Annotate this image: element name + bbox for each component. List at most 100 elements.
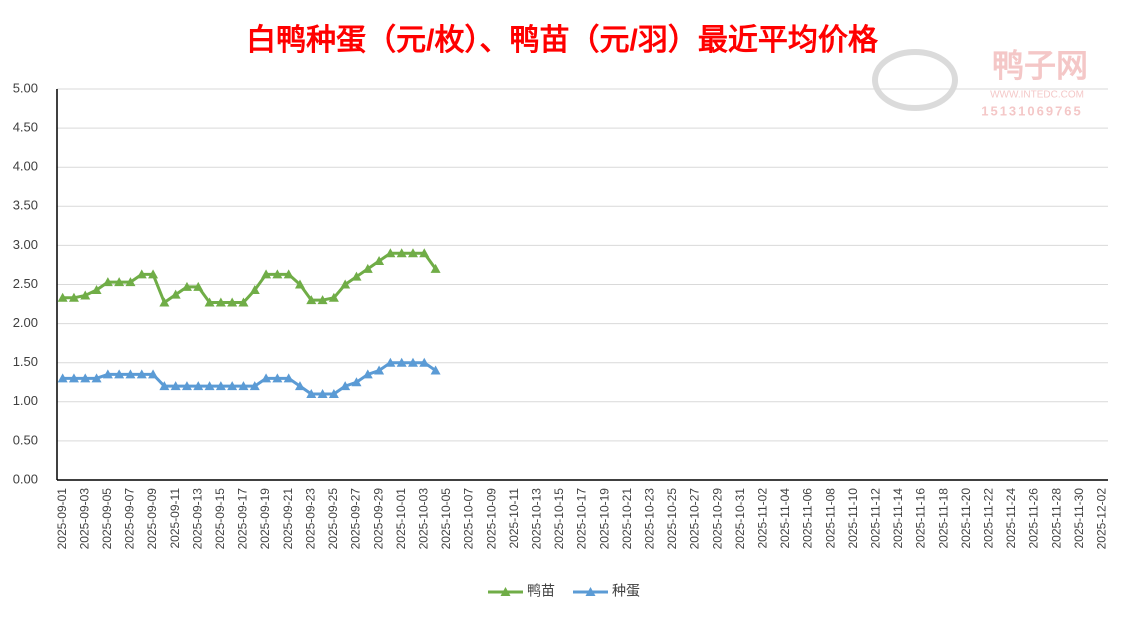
x-tick-label: 2025-09-29 xyxy=(371,488,385,550)
x-tick-label: 2025-09-07 xyxy=(123,488,137,550)
x-tick-label: 2025-10-21 xyxy=(620,488,634,550)
marker xyxy=(238,297,249,307)
series-line xyxy=(62,251,437,304)
x-tick-label: 2025-11-22 xyxy=(982,488,996,549)
x-tick-label: 2025-09-01 xyxy=(55,488,69,550)
watermark-site: WWW.INTEDC.COM xyxy=(990,90,1084,101)
marker xyxy=(215,381,226,391)
watermark-phone: 15131069765 xyxy=(981,103,1083,118)
y-tick-label: 1.50 xyxy=(13,354,38,369)
marker xyxy=(340,381,351,391)
marker xyxy=(396,357,407,367)
marker xyxy=(261,269,272,279)
marker xyxy=(91,284,102,294)
marker xyxy=(114,369,125,379)
marker xyxy=(159,381,170,391)
marker xyxy=(385,248,396,258)
marker xyxy=(215,297,226,307)
marker xyxy=(193,381,204,391)
x-tick-label: 2025-11-08 xyxy=(823,488,837,549)
marker xyxy=(407,357,418,367)
watermark-logo xyxy=(872,49,958,111)
x-tick-label: 2025-09-19 xyxy=(258,488,272,550)
x-tick-label: 2025-09-23 xyxy=(303,488,317,550)
marker xyxy=(362,369,373,379)
marker xyxy=(407,248,418,258)
x-tick-label: 2025-10-15 xyxy=(552,488,566,550)
marker xyxy=(396,248,407,258)
x-tick-label: 2025-11-14 xyxy=(891,488,905,549)
x-tick-label: 2025-11-10 xyxy=(846,488,860,549)
marker xyxy=(80,373,91,383)
legend-marker xyxy=(585,587,596,596)
marker xyxy=(227,297,238,307)
marker xyxy=(181,381,192,391)
marker xyxy=(102,277,113,287)
marker xyxy=(136,369,147,379)
marker xyxy=(272,269,283,279)
marker xyxy=(204,381,215,391)
marker xyxy=(102,369,113,379)
marker xyxy=(272,373,283,383)
marker xyxy=(294,381,305,391)
marker xyxy=(125,369,136,379)
marker xyxy=(430,263,441,273)
marker xyxy=(159,297,170,307)
marker xyxy=(91,373,102,383)
marker xyxy=(249,381,260,391)
x-tick-label: 2025-09-17 xyxy=(236,488,250,550)
x-tick-label: 2025-10-03 xyxy=(416,488,430,550)
y-tick-label: 5.00 xyxy=(13,80,38,95)
marker xyxy=(249,284,260,294)
x-tick-label: 2025-11-30 xyxy=(1072,488,1086,549)
x-tick-label: 2025-09-09 xyxy=(145,488,159,550)
marker xyxy=(136,269,147,279)
x-tick-label: 2025-11-28 xyxy=(1049,488,1063,549)
marker xyxy=(204,297,215,307)
y-tick-label: 2.50 xyxy=(13,276,38,291)
x-tick-label: 2025-11-04 xyxy=(778,488,792,549)
marker xyxy=(340,279,351,289)
marker xyxy=(374,256,385,266)
marker xyxy=(283,269,294,279)
marker xyxy=(261,373,272,383)
x-tick-label: 2025-10-01 xyxy=(394,488,408,550)
legend-marker xyxy=(500,587,511,596)
x-tick-label: 2025-10-27 xyxy=(688,488,702,550)
x-tick-label: 2025-12-02 xyxy=(1095,488,1109,550)
watermark: 鸭子网 WWW.INTEDC.COM 15131069765 xyxy=(872,47,1088,118)
x-tick-label: 2025-11-12 xyxy=(868,488,882,549)
x-tick-label: 2025-09-21 xyxy=(281,488,295,550)
x-tick-label: 2025-10-31 xyxy=(733,488,747,550)
y-tick-label: 2.00 xyxy=(13,315,38,330)
marker xyxy=(317,295,328,305)
marker xyxy=(170,381,181,391)
marker xyxy=(238,381,249,391)
marker xyxy=(328,292,339,302)
x-tick-label: 2025-10-25 xyxy=(665,488,679,550)
y-tick-label: 1.00 xyxy=(13,393,38,408)
x-tick-label: 2025-11-26 xyxy=(1027,488,1041,549)
x-tick-label: 2025-11-24 xyxy=(1004,488,1018,549)
x-tick-label: 2025-11-06 xyxy=(801,488,815,549)
y-tick-label: 3.00 xyxy=(13,237,38,252)
marker xyxy=(57,292,68,302)
marker xyxy=(317,388,328,398)
marker xyxy=(148,269,159,279)
x-tick-label: 2025-10-09 xyxy=(484,488,498,550)
marker xyxy=(306,388,317,398)
marker xyxy=(351,271,362,281)
marker xyxy=(57,373,68,383)
marker xyxy=(385,357,396,367)
x-tick-label: 2025-10-17 xyxy=(575,488,589,550)
x-tick-label: 2025-10-07 xyxy=(462,488,476,550)
y-tick-label: 4.50 xyxy=(13,120,38,135)
marker xyxy=(283,373,294,383)
y-tick-label: 0.50 xyxy=(13,432,38,447)
x-tick-label: 2025-11-18 xyxy=(936,488,950,549)
marker xyxy=(306,295,317,305)
x-tick-label: 2025-11-20 xyxy=(959,488,973,549)
marker xyxy=(374,365,385,375)
y-tick-label: 3.50 xyxy=(13,198,38,213)
marker xyxy=(68,292,79,302)
